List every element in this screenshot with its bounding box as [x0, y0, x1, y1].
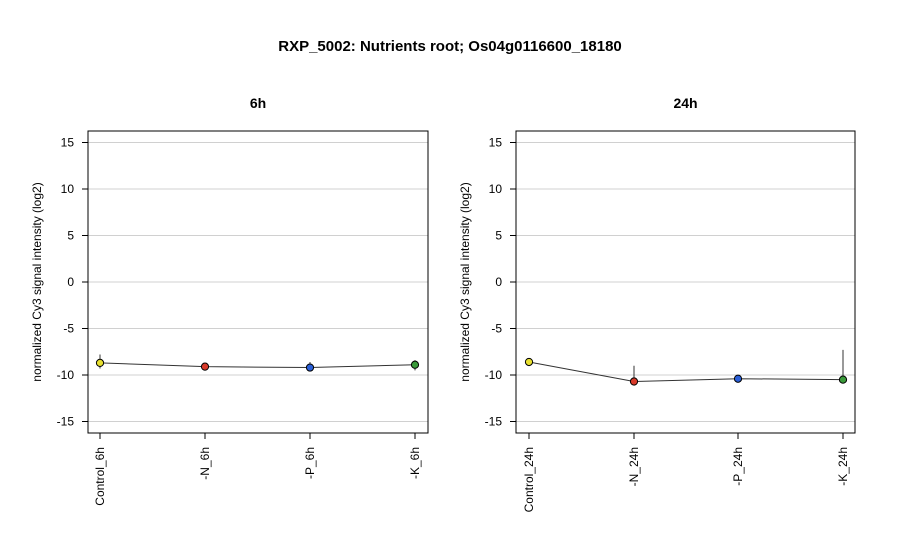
y-tick-label: 15: [489, 136, 503, 150]
y-tick-label: 5: [495, 229, 502, 243]
series-line: [528, 361, 844, 383]
data-point: [733, 374, 743, 383]
y-tick-label: -10: [485, 368, 503, 382]
x-tick-label: -N_6h: [198, 447, 212, 480]
x-tick-label: Control_6h: [93, 447, 107, 506]
data-point: [305, 363, 315, 372]
main-title: RXP_5002: Nutrients root; Os04g0116600_1…: [278, 38, 622, 55]
y-axis-label: normalized Cy3 signal intensity (log2): [30, 182, 44, 381]
data-point: [838, 375, 848, 384]
y-tick-label: 15: [61, 136, 75, 150]
x-tick-label: -N_24h: [627, 447, 641, 486]
data-point: [95, 358, 105, 368]
y-tick-label: 5: [67, 229, 74, 243]
x-tick-label: Control_24h: [522, 447, 536, 512]
data-point: [629, 377, 639, 386]
x-tick-label: -P_24h: [731, 447, 745, 486]
x-tick-label: -P_6h: [303, 447, 317, 479]
y-tick-label: -15: [57, 415, 75, 429]
y-axis-label: normalized Cy3 signal intensity (log2): [458, 182, 472, 381]
x-tick-label: -K_6h: [408, 447, 422, 479]
y-tick-label: 10: [489, 182, 503, 196]
chart-panel-24h: 24h 15 10 5 0 -5 -10 -15 normalized Cy3 signal i…: [458, 95, 856, 512]
data-point: [524, 357, 534, 367]
y-tick-label: -10: [57, 368, 75, 382]
x-tick-label: -K_24h: [836, 447, 850, 486]
y-tick-label: 10: [61, 182, 75, 196]
data-point: [410, 360, 420, 369]
y-tick-label: -15: [485, 415, 503, 429]
data-point: [200, 362, 210, 371]
y-tick-label: 0: [495, 275, 502, 289]
panel-title: 6h: [250, 95, 266, 111]
chart-panel-6h: 6h 15 10 5 0 -5 -10 -15 normalized Cy3 signal in…: [30, 95, 429, 506]
panel-title: 24h: [673, 95, 697, 111]
series-line: [99, 362, 416, 369]
y-tick-label: -5: [63, 322, 74, 336]
y-tick-label: -5: [491, 322, 502, 336]
y-tick-label: 0: [67, 275, 74, 289]
